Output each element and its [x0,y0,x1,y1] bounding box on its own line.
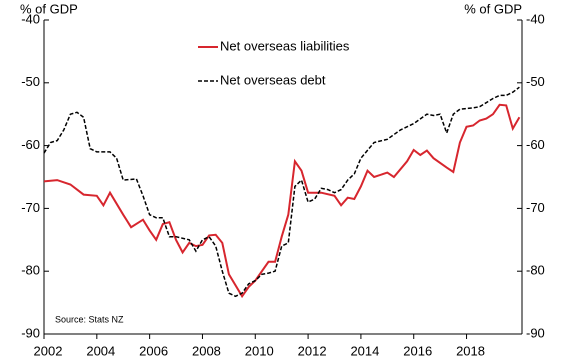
y-tick-label: -80 [21,263,40,278]
y2-tick-label: -90 [526,325,545,340]
y-tick-label: -70 [21,200,40,215]
series-line [43,86,520,298]
x-tick-label: 2012 [298,343,327,358]
y-tick-label: -90 [21,325,40,340]
y2-tick-label: -50 [526,74,545,89]
x-tick-label: 2002 [34,343,63,358]
x-tick-label: 2008 [192,343,221,358]
x-tick-label: 2010 [245,343,274,358]
x-tick-label: 2018 [456,343,485,358]
series-line [43,103,521,299]
y-tick-label: -40 [21,11,40,26]
source-note: Source: Stats NZ [55,314,124,324]
x-tick-label: 2006 [139,343,168,358]
y2-tick-label: -70 [526,200,545,215]
y-tick-label: -50 [21,74,40,89]
legend-label: Net overseas liabilities [220,38,350,53]
x-tick-label: 2004 [86,343,115,358]
y2-tick-label: -40 [526,11,545,26]
y2-tick-label: -60 [526,137,545,152]
legend-label: Net overseas debt [220,72,326,87]
y-axis-label: % of GDP [20,1,78,16]
x-tick-label: 2014 [350,343,379,358]
y2-tick-label: -80 [526,263,545,278]
x-tick-label: 2016 [403,343,432,358]
y2-axis-label: % of GDP [464,1,522,16]
y-tick-label: -60 [21,137,40,152]
